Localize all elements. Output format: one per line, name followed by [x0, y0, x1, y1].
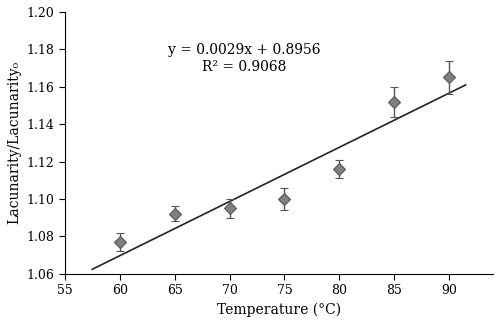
X-axis label: Temperature (°C): Temperature (°C) — [217, 303, 341, 317]
Text: y = 0.0029x + 0.8956
R² = 0.9068: y = 0.0029x + 0.8956 R² = 0.9068 — [168, 43, 321, 74]
Y-axis label: Lacunarity/Lacunarity₀: Lacunarity/Lacunarity₀ — [7, 61, 21, 225]
